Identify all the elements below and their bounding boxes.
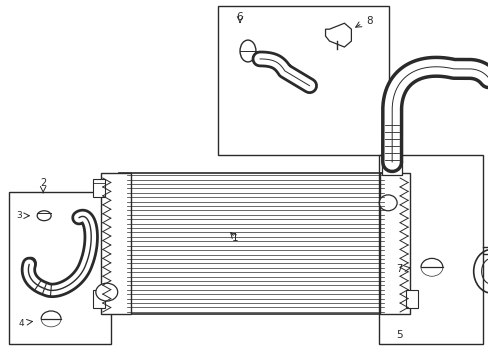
Text: 3: 3 (17, 211, 22, 220)
Bar (218, 6, 388, 155)
Text: 6: 6 (236, 12, 243, 22)
Polygon shape (325, 23, 351, 47)
Text: 7: 7 (395, 264, 402, 274)
Bar (382, 161, 401, 175)
Ellipse shape (473, 249, 488, 293)
Ellipse shape (96, 283, 118, 301)
Bar (93, 179, 104, 197)
Bar (101, 173, 130, 314)
Bar (380, 173, 409, 314)
Text: 1: 1 (231, 233, 238, 243)
Text: 8: 8 (365, 16, 372, 26)
Text: 4: 4 (19, 319, 24, 328)
Bar (9, 192, 111, 344)
Bar (405, 290, 417, 308)
Bar (379, 155, 482, 344)
Text: 2: 2 (40, 178, 46, 188)
Bar (384, 155, 399, 163)
Bar (119, 173, 391, 314)
Bar (119, 173, 391, 314)
Ellipse shape (26, 257, 36, 269)
Ellipse shape (74, 212, 88, 222)
Text: 5: 5 (395, 330, 402, 340)
Ellipse shape (379, 195, 396, 211)
Bar (93, 290, 104, 308)
